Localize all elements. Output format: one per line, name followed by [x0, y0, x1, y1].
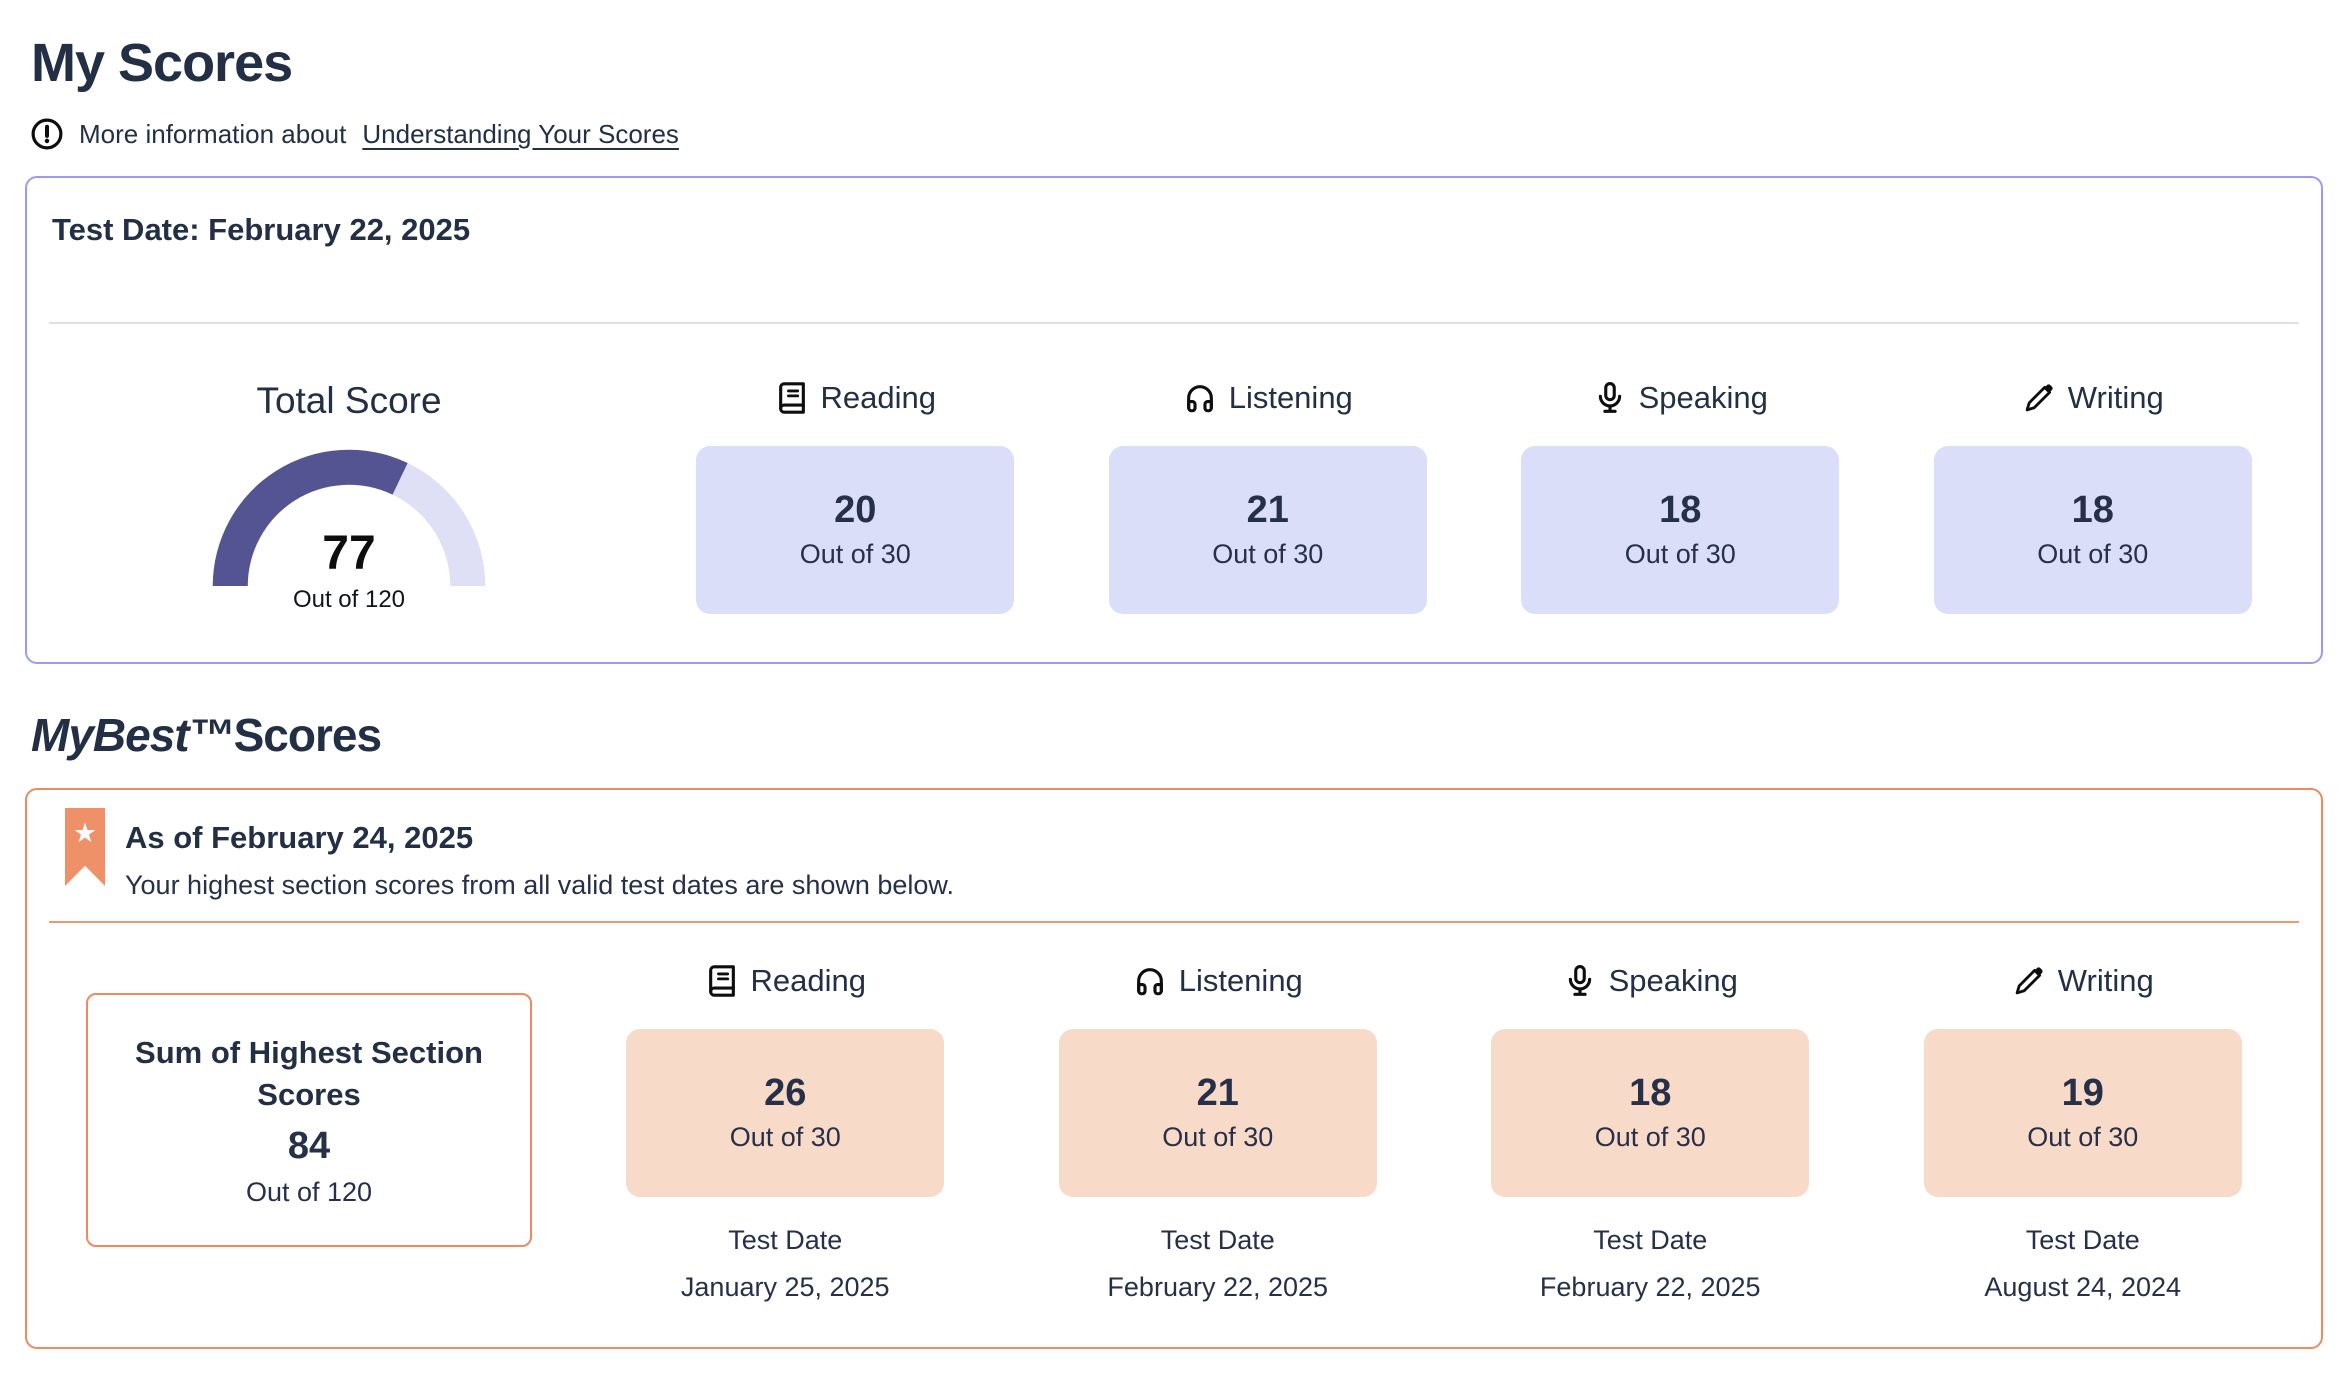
test-date-value: February 22, 2025 — [1539, 1272, 1761, 1302]
book-icon — [775, 381, 809, 415]
gauge-track — [392, 463, 486, 586]
score-out-of: Out of 30 — [1594, 1121, 1706, 1152]
mybest-column-reading: Reading 26 Out of 30 Test Date January 2… — [569, 963, 1002, 1303]
section-column-writing: Writing 18 Out of 30 — [1887, 380, 2300, 614]
mybest-title: MyBest™Scores — [31, 708, 2323, 762]
gauge-score: 77 — [322, 527, 376, 580]
latest-score-row: Total Score 77 Out of 120 — [49, 380, 2299, 614]
test-date-block: Test Date February 22, 2025 — [1107, 1225, 1328, 1303]
total-score-column: Total Score 77 Out of 120 — [49, 380, 649, 614]
score-value: 18 — [1659, 488, 1702, 531]
mybest-divider — [49, 921, 2299, 923]
mybest-header: ★ As of February 24, 2025 Your highest s… — [49, 808, 2299, 901]
mybest-column-writing: Writing 19 Out of 30 Test Date August 24… — [1867, 963, 2300, 1303]
score-box: 20 Out of 30 — [696, 446, 1015, 614]
test-date-value: January 25, 2025 — [680, 1272, 890, 1302]
score-out-of: Out of 30 — [1162, 1121, 1274, 1152]
info-icon — [31, 118, 63, 150]
section-label: Reading — [750, 963, 866, 998]
microphone-icon — [1593, 381, 1627, 415]
score-out-of: Out of 30 — [2027, 1121, 2139, 1152]
bookmark-icon: ★ — [65, 808, 105, 886]
headphones-icon — [1133, 964, 1167, 998]
star-icon: ★ — [72, 818, 98, 848]
test-date-label: Test Date — [1160, 1225, 1275, 1255]
score-box: 19 Out of 30 — [1923, 1029, 2242, 1197]
mybest-brand: MyBest™ — [31, 709, 235, 761]
mybest-card: ★ As of February 24, 2025 Your highest s… — [25, 788, 2323, 1349]
score-out-of: Out of 30 — [2037, 538, 2149, 569]
score-box: 26 Out of 30 — [626, 1029, 945, 1197]
score-box: 21 Out of 30 — [1058, 1029, 1377, 1197]
book-icon — [705, 964, 739, 998]
info-row: More information about Understanding You… — [31, 118, 2323, 150]
section-label: Speaking — [1608, 963, 1738, 998]
pencil-icon — [2022, 381, 2056, 415]
score-value: 26 — [764, 1071, 807, 1114]
test-date-value: August 24, 2024 — [1984, 1272, 2182, 1302]
card-divider — [49, 322, 2299, 324]
section-label: Writing — [2067, 380, 2164, 415]
test-date-heading: Test Date: February 22, 2025 — [52, 212, 471, 247]
score-out-of: Out of 30 — [1624, 538, 1736, 569]
sum-label: Sum of Highest Section Scores — [135, 1034, 483, 1112]
as-of-heading: As of February 24, 2025 — [125, 820, 474, 855]
score-out-of: Out of 30 — [729, 1121, 841, 1152]
score-value: 21 — [1196, 1071, 1239, 1114]
test-date-block: Test Date August 24, 2024 — [1984, 1225, 2181, 1303]
sum-score: 84 — [287, 1125, 331, 1168]
microphone-icon — [1563, 964, 1597, 998]
page-title: My Scores — [31, 33, 293, 93]
score-value: 19 — [2061, 1071, 2104, 1114]
section-label: Reading — [820, 380, 936, 415]
pencil-icon — [2012, 964, 2046, 998]
section-label: Writing — [2057, 963, 2154, 998]
test-date-label: Test Date — [1593, 1225, 1708, 1255]
score-box: 21 Out of 30 — [1108, 446, 1427, 614]
score-box: 18 Out of 30 — [1521, 446, 1840, 614]
gauge-out-of: Out of 120 — [292, 586, 406, 613]
headphones-icon — [1183, 381, 1217, 415]
gauge-fill — [212, 449, 408, 586]
score-box: 18 Out of 30 — [1933, 446, 2252, 614]
total-score-gauge: 77 Out of 120 — [203, 440, 495, 613]
total-score-label: Total Score — [256, 380, 442, 421]
mybest-column-speaking: Speaking 18 Out of 30 Test Date February… — [1434, 963, 1867, 1303]
score-value: 21 — [1246, 488, 1289, 531]
section-column-reading: Reading 20 Out of 30 — [649, 380, 1062, 614]
mybest-score-row: Sum of Highest Section Scores 84 Out of … — [49, 963, 2299, 1303]
test-date-block: Test Date February 22, 2025 — [1540, 1225, 1761, 1303]
score-value: 20 — [834, 488, 877, 531]
test-date-label: Test Date — [728, 1225, 843, 1255]
mybest-column-listening: Listening 21 Out of 30 Test Date Februar… — [1002, 963, 1435, 1303]
section-label: Listening — [1178, 963, 1303, 998]
latest-test-card: Test Date: February 22, 2025 Total Score… — [25, 176, 2323, 664]
score-out-of: Out of 30 — [799, 538, 911, 569]
section-label: Listening — [1228, 380, 1353, 415]
section-label: Speaking — [1638, 380, 1768, 415]
sum-out-of: Out of 120 — [245, 1177, 373, 1208]
section-column-speaking: Speaking 18 Out of 30 — [1474, 380, 1887, 614]
section-column-listening: Listening 21 Out of 30 — [1062, 380, 1475, 614]
score-value: 18 — [2071, 488, 2114, 531]
test-date-label: Test Date — [2025, 1225, 2140, 1255]
understanding-scores-link[interactable]: Understanding Your Scores — [362, 118, 679, 149]
sum-box: Sum of Highest Section Scores 84 Out of … — [86, 993, 532, 1247]
info-text: More information about — [79, 118, 347, 149]
score-out-of: Out of 30 — [1212, 538, 1324, 569]
test-date-value: February 22, 2025 — [1107, 1272, 1329, 1302]
gauge-text: 77 Out of 120 — [203, 530, 495, 614]
sum-column: Sum of Highest Section Scores 84 Out of … — [49, 963, 569, 1303]
mybest-subtitle: Your highest section scores from all val… — [125, 870, 954, 900]
test-date-block: Test Date January 25, 2025 — [681, 1225, 890, 1303]
mybest-title-rest: Scores — [233, 709, 382, 761]
gauge-svg — [212, 449, 486, 586]
score-box: 18 Out of 30 — [1491, 1029, 1810, 1197]
score-value: 18 — [1629, 1071, 1672, 1114]
